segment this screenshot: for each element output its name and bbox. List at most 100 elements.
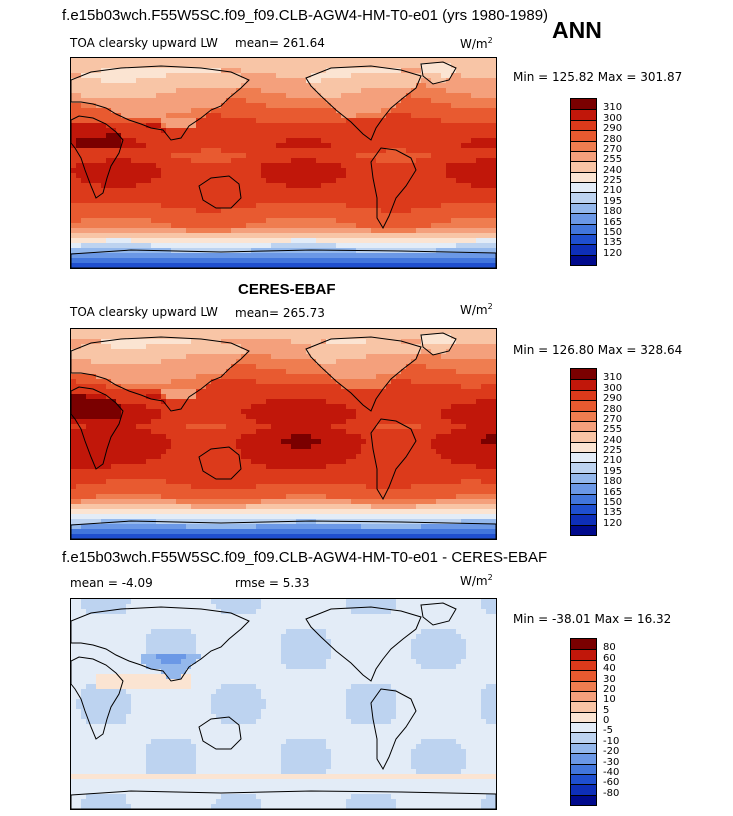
map-field-cell — [136, 108, 142, 114]
map-field-cell — [226, 344, 232, 350]
map-field-cell — [251, 128, 257, 134]
map-field-cell — [331, 83, 337, 89]
map-field-cell — [491, 153, 496, 159]
map-field-cell — [381, 58, 387, 64]
map-field-cell — [401, 218, 407, 224]
map-field-cell — [71, 193, 77, 199]
map-field-cell — [411, 354, 417, 360]
map-field-cell — [481, 258, 487, 264]
map-field-cell — [226, 133, 232, 139]
map-field-cell — [411, 73, 417, 79]
map-field-cell — [286, 384, 292, 390]
map-field-cell — [176, 253, 182, 259]
map-field-cell — [221, 198, 227, 204]
map-field-cell — [371, 168, 377, 174]
map-field-cell — [286, 163, 292, 169]
map-field-cell — [316, 203, 322, 209]
map-field-cell — [211, 183, 217, 189]
map-field-cell — [351, 83, 357, 89]
map-field-cell — [441, 389, 447, 395]
map-field-cell — [281, 243, 287, 249]
map-field-cell — [381, 113, 387, 119]
map-field-cell — [76, 168, 82, 174]
map-field-cell — [311, 58, 317, 64]
map-field-cell — [281, 258, 287, 264]
map-field-cell — [96, 78, 102, 84]
map-field-cell — [341, 123, 347, 129]
map-field-cell — [396, 339, 402, 345]
map-field-cell — [371, 223, 377, 229]
map-field-cell — [256, 138, 262, 144]
map-field-cell — [206, 384, 212, 390]
map-field-cell — [486, 384, 492, 390]
map-field-cell — [466, 329, 472, 335]
map-field-cell — [241, 178, 247, 184]
map-field-cell — [411, 334, 417, 340]
map-field-cell — [71, 173, 77, 179]
map-field-cell — [356, 113, 362, 119]
map-field-cell — [96, 359, 102, 365]
map-field-cell — [221, 183, 227, 189]
map-field-cell — [351, 349, 357, 355]
map-field-cell — [306, 83, 312, 89]
map-field-cell — [241, 364, 247, 370]
map-field-cell — [336, 354, 342, 360]
map-field-cell — [291, 334, 297, 340]
map-field-cell — [351, 384, 357, 390]
map-field-cell — [126, 258, 132, 264]
map-field-cell — [326, 228, 332, 234]
map-field-cell — [96, 253, 102, 259]
map-field-cell — [276, 183, 282, 189]
map-field-cell — [286, 188, 292, 194]
map-field-cell — [486, 118, 492, 124]
map-field-cell — [316, 213, 322, 219]
map-field-cell — [391, 178, 397, 184]
map-field-cell — [101, 253, 107, 259]
map-field-cell — [316, 68, 322, 74]
map-field-cell — [461, 384, 467, 390]
map-field-cell — [381, 374, 387, 380]
map-field-cell — [176, 379, 182, 385]
map-field-cell — [416, 354, 422, 360]
map-field-cell — [411, 113, 417, 119]
map-field-cell — [461, 243, 467, 249]
map-field-cell — [101, 334, 107, 340]
map-field-cell — [141, 213, 147, 219]
map-field-cell — [481, 148, 487, 154]
map-field-cell — [356, 133, 362, 139]
map-field-cell — [306, 163, 312, 169]
map-field-cell — [251, 98, 257, 104]
map-field-cell — [426, 369, 432, 375]
map-field-cell — [316, 168, 322, 174]
map-field-cell — [371, 329, 377, 335]
map-field-cell — [286, 138, 292, 144]
map-field-cell — [456, 263, 462, 268]
map-field-cell — [411, 183, 417, 189]
map-field-cell — [326, 369, 332, 375]
map-field-cell — [86, 394, 92, 400]
map-field-cell — [436, 369, 442, 375]
map-field-cell — [341, 93, 347, 99]
map-field-cell — [281, 163, 287, 169]
map-field-cell — [351, 238, 357, 244]
map-field-cell — [81, 63, 87, 69]
map-field-cell — [221, 138, 227, 144]
map-field-cell — [196, 213, 202, 219]
map-field-cell — [436, 248, 442, 254]
map-field-cell — [381, 243, 387, 249]
map-field-cell — [131, 334, 137, 340]
map-field-cell — [336, 103, 342, 109]
map-field-cell — [386, 404, 392, 410]
map-field-cell — [471, 93, 477, 99]
map-field-cell — [281, 93, 287, 99]
map-field-cell — [76, 369, 82, 375]
map-field-cell — [441, 83, 447, 89]
map-field-cell — [136, 68, 142, 74]
map-field-cell — [386, 344, 392, 350]
map-field-cell — [131, 208, 137, 214]
map-field-cell — [421, 334, 427, 340]
map-field-cell — [171, 329, 177, 335]
map-field-cell — [301, 379, 307, 385]
map-field-cell — [481, 103, 487, 109]
map-field-cell — [121, 389, 127, 395]
